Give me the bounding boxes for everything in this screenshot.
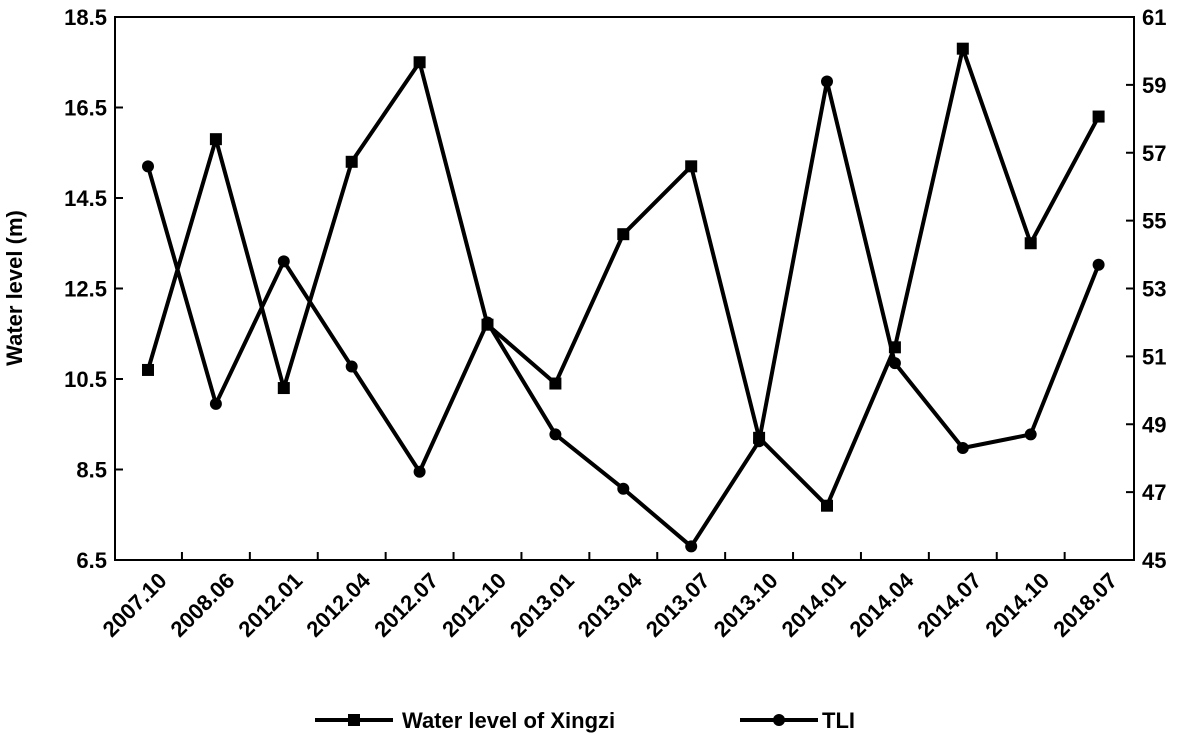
legend-circle-marker (773, 714, 785, 726)
tli-point (1092, 258, 1105, 271)
y-right-tick-label: 53 (1142, 277, 1166, 302)
y-right-tick-label: 57 (1142, 141, 1166, 166)
tli-point (617, 482, 630, 495)
x-tick-label: 2014.04 (845, 567, 919, 641)
y-right-tick-label: 55 (1142, 209, 1166, 234)
water-level-point (413, 56, 426, 69)
water-level-point (345, 155, 358, 168)
tli-point (888, 357, 901, 370)
legend-label: TLI (822, 708, 855, 733)
water-level-point (1092, 110, 1105, 123)
tli-point (685, 540, 698, 553)
x-tick-label: 2007.10 (98, 568, 172, 642)
y-left-tick-label: 14.5 (64, 186, 107, 211)
tli-point (413, 465, 426, 478)
y-axis-left: 6.5 8.5 10.5 12.5 14.5 16.5 18.5 (64, 5, 123, 573)
y-right-tick-label: 45 (1142, 548, 1166, 573)
y-axis-title: Water level (m) (2, 210, 27, 366)
x-tick-label: 2012.07 (369, 568, 443, 642)
x-tick-label: 2013.04 (573, 567, 647, 641)
tli-point (277, 255, 290, 268)
tli-point (1024, 428, 1037, 441)
x-tick-label: 2008.06 (166, 568, 240, 642)
tli-point (209, 397, 222, 410)
legend: Water level of Xingzi TLI (315, 708, 855, 733)
x-tick-label: 2012.01 (233, 568, 307, 642)
y-right-tick-label: 47 (1142, 480, 1166, 505)
water-level-point (956, 42, 969, 55)
x-tick-label: 2012.04 (301, 567, 375, 641)
y-right-tick-label: 61 (1142, 5, 1166, 30)
y-right-tick-label: 59 (1142, 73, 1166, 98)
x-tick-label: 2014.10 (980, 568, 1054, 642)
series-layer (142, 42, 1105, 553)
tli-point (956, 442, 969, 455)
tli-point (481, 316, 494, 329)
y-left-tick-label: 18.5 (64, 5, 107, 30)
tli-point (821, 75, 833, 88)
y-left-tick-label: 10.5 (64, 367, 107, 392)
tli-point (753, 435, 766, 448)
water-level-point (142, 363, 154, 376)
legend-label: Water level of Xingzi (402, 708, 615, 733)
x-tick-label: 2013.10 (709, 568, 783, 642)
x-tick-label: 2014.01 (777, 568, 851, 642)
y-left-tick-label: 12.5 (64, 277, 107, 302)
y-left-tick-label: 16.5 (64, 96, 107, 121)
water-level-point (821, 499, 833, 512)
water-level-point (617, 228, 630, 241)
water-level-point (549, 377, 562, 390)
tli-point (142, 160, 154, 173)
x-axis: 2007.102008.062012.012012.042012.072012.… (98, 552, 1122, 642)
x-tick-label: 2018.07 (1048, 568, 1122, 642)
y-left-tick-label: 8.5 (76, 458, 107, 483)
series-line-tli (146, 79, 1101, 549)
water-level-point (685, 160, 698, 173)
y-axis-right: 45 47 49 51 53 55 57 59 61 (1126, 5, 1166, 573)
x-tick-label: 2012.10 (437, 568, 511, 642)
water-level-point (1024, 237, 1037, 250)
legend-square-marker (348, 714, 360, 726)
water-level-point (277, 382, 290, 395)
y-left-tick-label: 6.5 (76, 548, 107, 573)
x-tick-label: 2014.07 (912, 568, 986, 642)
y-right-tick-label: 49 (1142, 412, 1166, 437)
y-right-tick-label: 51 (1142, 344, 1166, 369)
tli-point (345, 360, 358, 373)
x-tick-label: 2013.07 (641, 568, 715, 642)
x-tick-label: 2013.01 (505, 568, 579, 642)
tli-point (549, 428, 562, 441)
water-level-point (209, 133, 222, 146)
